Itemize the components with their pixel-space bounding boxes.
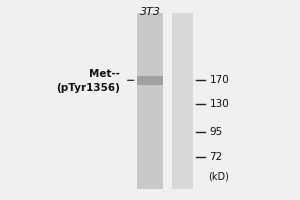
Text: Met--: Met-- — [89, 69, 120, 79]
Text: 3T3: 3T3 — [140, 7, 160, 17]
Bar — [136, 13, 164, 189]
Text: 72: 72 — [209, 152, 223, 162]
Text: 130: 130 — [209, 99, 229, 109]
Text: (pTyr1356): (pTyr1356) — [56, 83, 120, 93]
Bar — [136, 76, 164, 85]
Text: 170: 170 — [209, 75, 229, 85]
Text: 95: 95 — [209, 127, 223, 137]
Bar — [172, 13, 193, 189]
Text: (kD): (kD) — [208, 172, 229, 182]
